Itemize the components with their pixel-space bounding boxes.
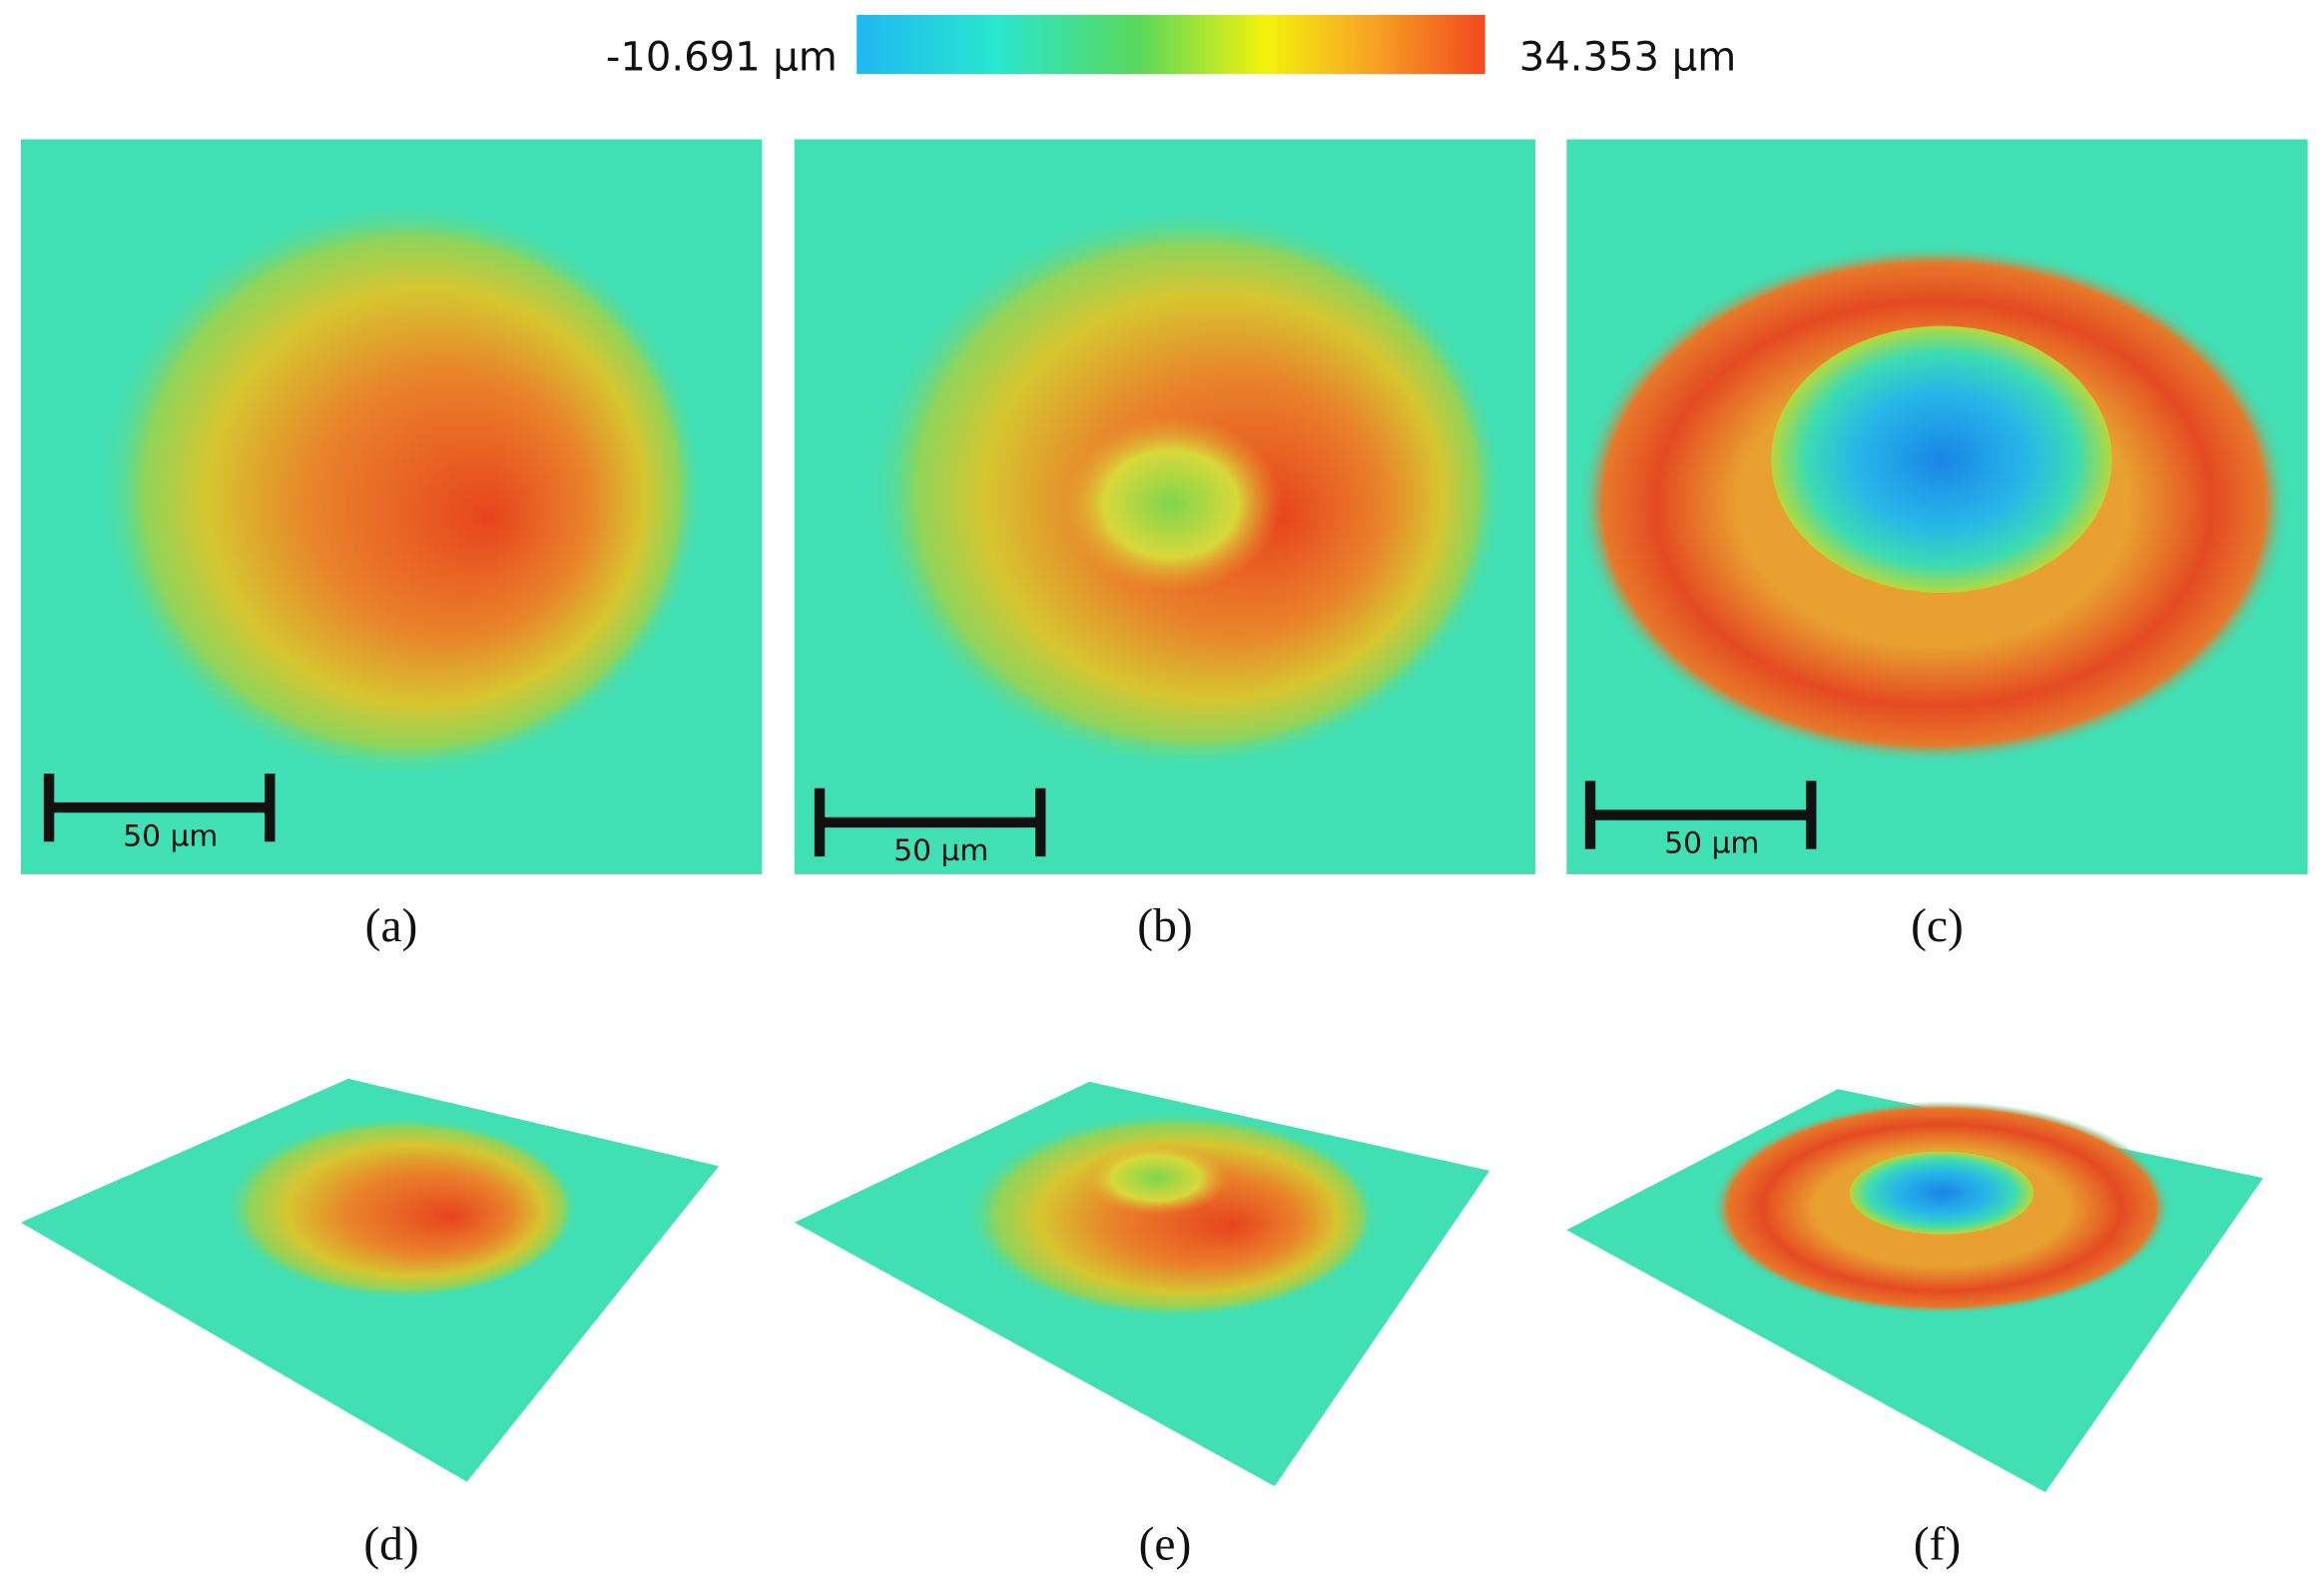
panel-b: 50 µm <box>794 139 1536 874</box>
panel-label: (a) <box>365 900 418 952</box>
panel-label: (b) <box>1137 900 1192 952</box>
panel-e <box>794 1081 1490 1487</box>
panel-f <box>1566 1089 2264 1492</box>
panel-label: (d) <box>363 1518 418 1570</box>
panel-a: 50 µm <box>20 139 763 874</box>
colorbar-min: -10.691 µm <box>606 34 838 80</box>
scale-bar-label: 50 µm <box>123 818 218 853</box>
colorbar <box>857 14 1485 75</box>
colorbar-max: 34.353 µm <box>1519 34 1737 80</box>
panel-label: (f) <box>1914 1518 1961 1570</box>
panel-d <box>20 1078 720 1482</box>
scale-bar-label: 50 µm <box>893 833 988 868</box>
panel-label: (e) <box>1139 1518 1192 1570</box>
panel-c: 50 µm <box>1566 139 2308 874</box>
panel-label: (c) <box>1911 900 1964 952</box>
scale-bar-label: 50 µm <box>1664 826 1759 861</box>
